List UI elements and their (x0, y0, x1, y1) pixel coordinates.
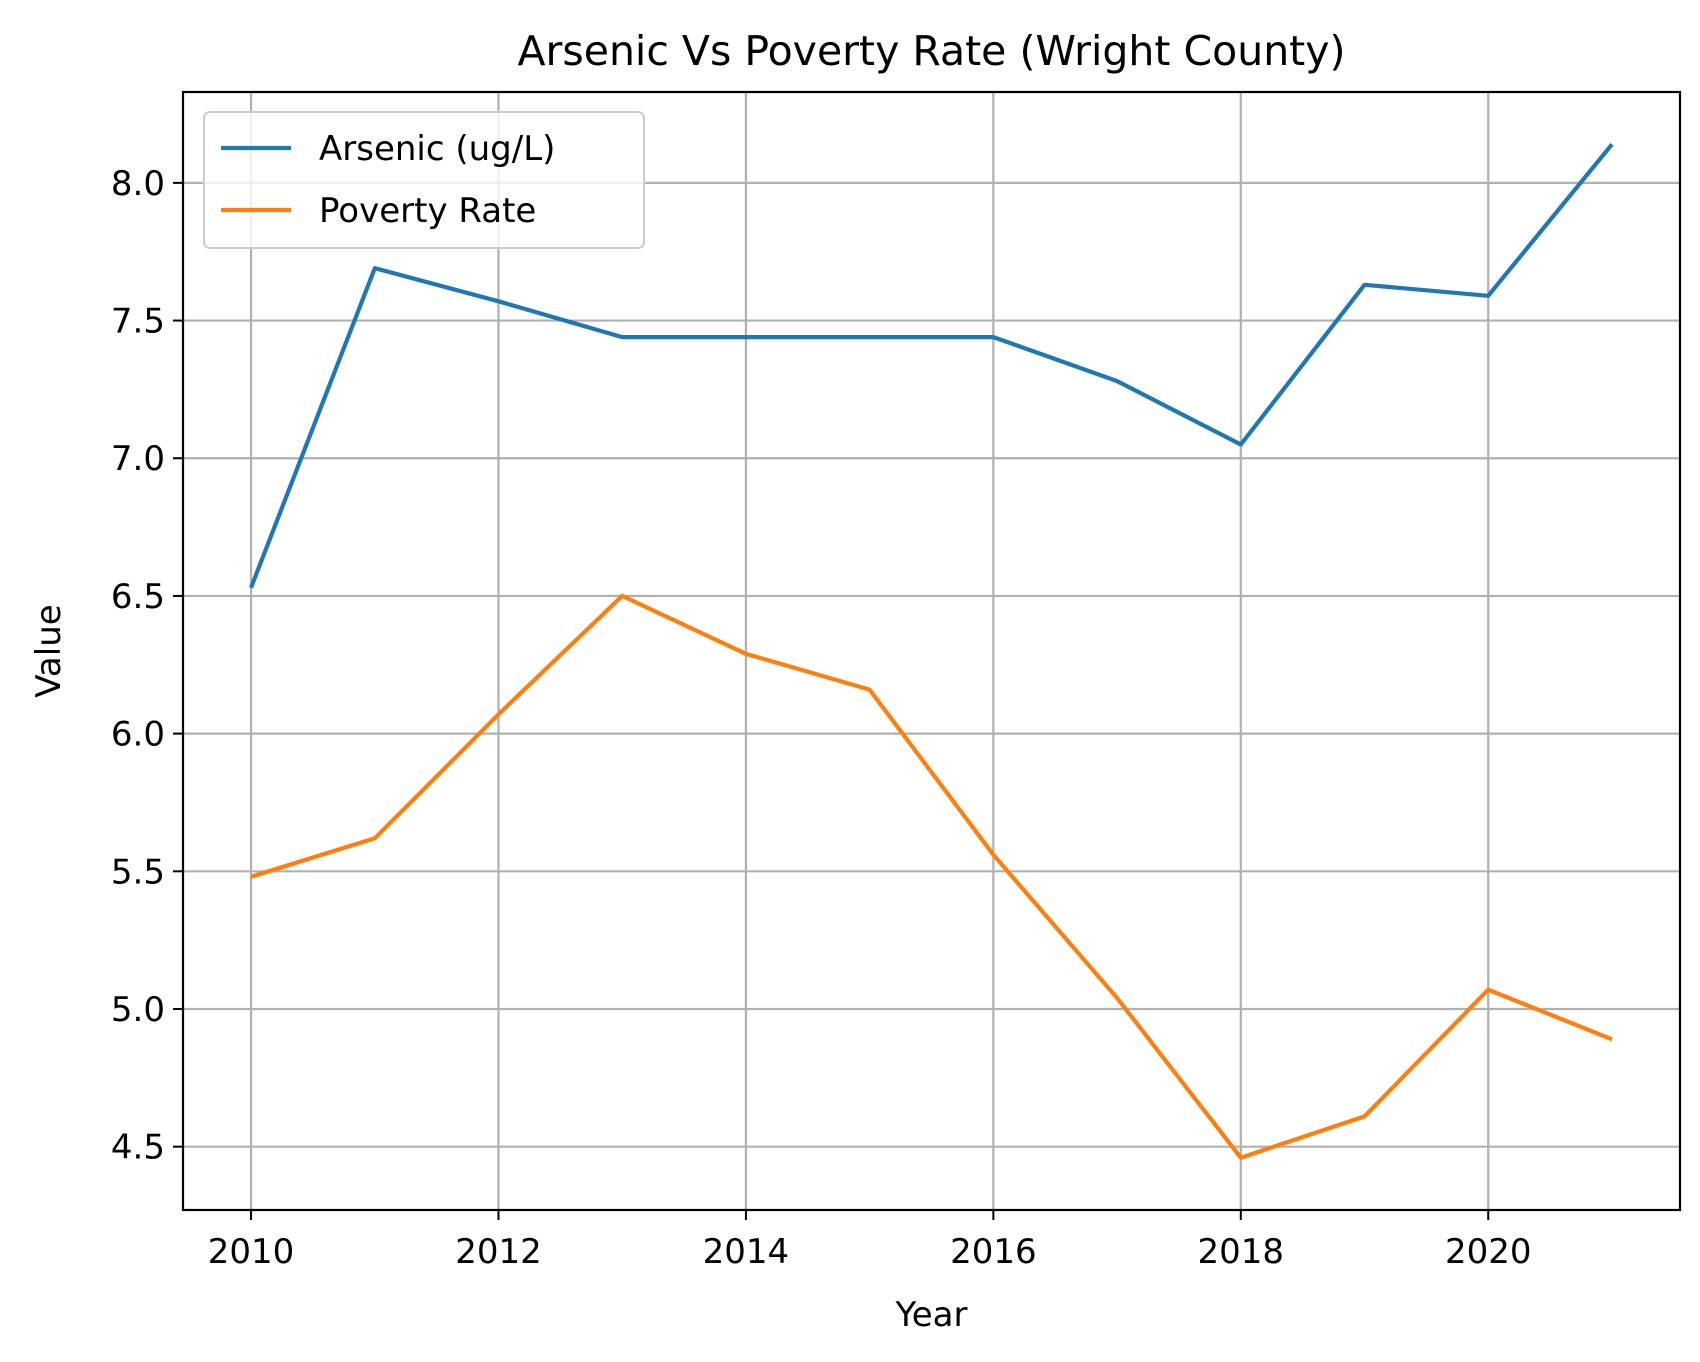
y-tick-label: 7.5 (111, 302, 165, 342)
x-tick-label: 2016 (950, 1232, 1037, 1272)
y-tick-label: 7.0 (111, 439, 165, 479)
chart-title: Arsenic Vs Poverty Rate (Wright County) (517, 27, 1345, 75)
legend-label: Poverty Rate (319, 191, 536, 231)
x-axis: 2010 2012 2014 2016 2018 2020 (208, 1210, 1532, 1272)
y-tick-label: 6.5 (111, 577, 165, 617)
y-axis: 4.5 5.0 5.5 6.0 6.5 7.0 7.5 8.0 (111, 164, 183, 1168)
x-tick-label: 2018 (1198, 1232, 1285, 1272)
y-tick-label: 5.0 (111, 990, 165, 1030)
series-line-1 (250, 593, 1613, 1160)
x-tick-label: 2012 (455, 1232, 542, 1272)
legend: Arsenic (ug/L) Poverty Rate (203, 111, 645, 249)
y-tick-label: 5.5 (111, 852, 165, 892)
x-tick-label: 2010 (208, 1232, 295, 1272)
grid (183, 92, 1680, 1210)
legend-box (203, 111, 645, 249)
x-axis-label: Year (895, 1295, 968, 1335)
y-tick-label: 6.0 (111, 715, 165, 755)
series-line-0 (249, 142, 1614, 589)
y-axis-label: Value (29, 604, 69, 697)
legend-label: Arsenic (ug/L) (319, 129, 555, 169)
y-tick-label: 8.0 (111, 164, 165, 204)
plot-frame (181, 90, 1682, 1212)
x-tick-label: 2020 (1445, 1232, 1532, 1272)
y-tick-label: 4.5 (111, 1128, 165, 1168)
x-tick-label: 2014 (703, 1232, 790, 1272)
series-layer (249, 142, 1614, 1160)
